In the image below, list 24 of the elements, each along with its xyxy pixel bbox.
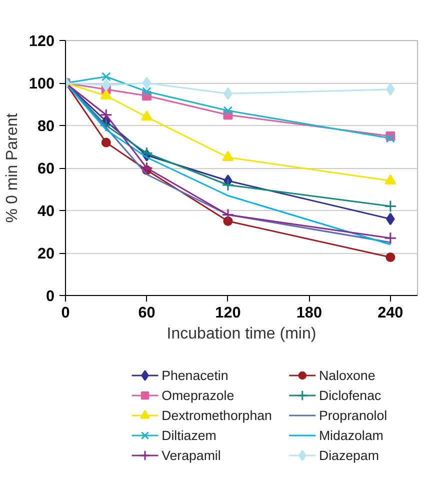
x-tick-label: 180 xyxy=(296,304,322,322)
y-axis-title: % 0 min Parent xyxy=(4,112,21,223)
y-tick-label: 120 xyxy=(28,33,55,50)
legend-label: Diltiazem xyxy=(162,428,216,443)
x-axis-title: Incubation time (min) xyxy=(166,326,316,342)
legend-label: Dextromethorphan xyxy=(162,408,272,423)
legend-label: Omeprazole xyxy=(162,388,234,403)
y-tick-label: 0 xyxy=(46,288,55,305)
legend-label: Naloxone xyxy=(318,368,376,383)
legend-label: Phenacetin xyxy=(162,368,228,383)
y-tick-label: 40 xyxy=(37,203,55,220)
y-tick-label: 20 xyxy=(37,246,55,262)
y-tick-label: 80 xyxy=(37,118,55,135)
legend-label: Verapamil xyxy=(162,448,221,463)
legend-label: Diclofenac xyxy=(318,388,382,403)
y-tick-label: 60 xyxy=(37,160,55,178)
x-tick-label: 120 xyxy=(215,304,241,322)
x-tick-label: 240 xyxy=(378,304,404,322)
legend-label: Propranolol xyxy=(318,408,388,423)
x-tick-label: 0 xyxy=(61,304,70,322)
x-tick-label: 60 xyxy=(138,304,156,322)
y-tick-label: 100 xyxy=(28,76,55,92)
legend-label: Diazepam xyxy=(318,448,379,463)
legend-label: Midazolam xyxy=(318,428,384,443)
